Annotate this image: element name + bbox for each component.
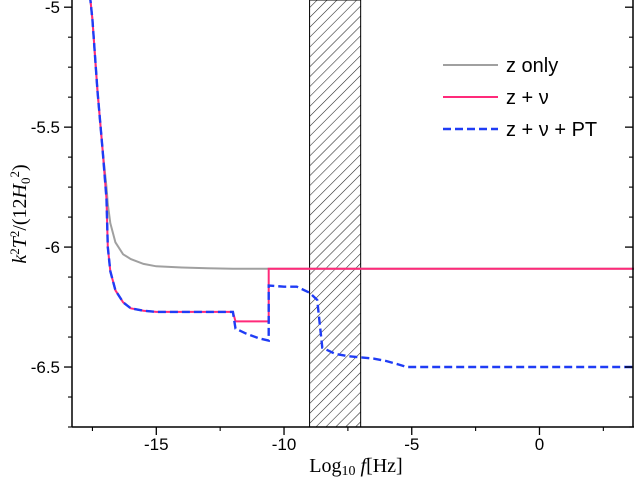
x-axis-title: Log10 f[Hz]	[309, 455, 402, 479]
shaded-band	[309, 0, 362, 428]
series-line-1	[89, 0, 634, 323]
y-tick-label: -5.5	[31, 118, 60, 137]
legend-label-2: z + ν + PT	[506, 119, 597, 141]
y-tick-label: -5	[45, 0, 60, 17]
x-axis-title-log: Log	[309, 455, 341, 477]
legend-label-1: z + ν	[506, 87, 549, 109]
legend-label-0: z only	[506, 55, 558, 77]
x-tick-label: -10	[272, 435, 297, 454]
x-tick-label: -5	[404, 435, 419, 454]
y-tick-label: -6.5	[31, 358, 60, 377]
x-tick-label: 0	[535, 435, 544, 454]
y-axis-title: k2T2/(12H02)	[7, 164, 33, 263]
y-tick-label: -6	[45, 238, 60, 257]
x-axis-title-f: f	[356, 455, 369, 477]
series-line-2	[89, 0, 634, 369]
x-axis-title-unit: [Hz]	[366, 455, 403, 477]
x-tick-label: -15	[144, 435, 169, 454]
x-axis-title-sub: 10	[342, 464, 356, 479]
